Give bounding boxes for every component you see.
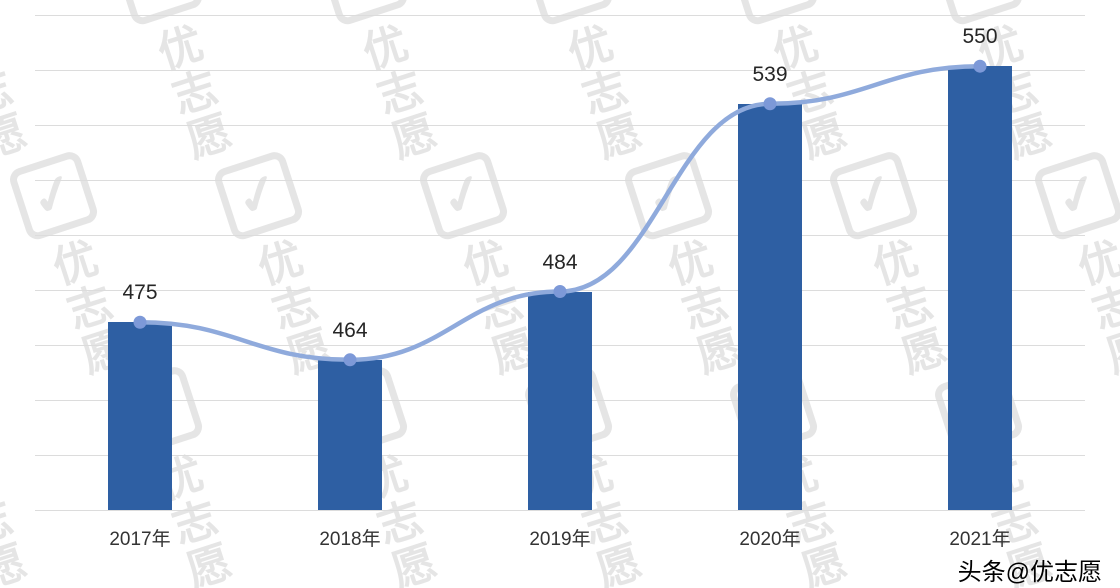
x-axis-label-2021年: 2021年	[949, 529, 1011, 550]
value-label-2019年: 484	[542, 250, 578, 274]
gridline	[35, 125, 1085, 126]
bar-2017年	[108, 322, 172, 510]
x-axis-label-2019年: 2019年	[529, 529, 591, 550]
bar-2021年	[948, 66, 1012, 510]
gridline	[35, 15, 1085, 16]
gridline	[35, 180, 1085, 181]
byline-watermark-text: 头条@优志愿	[957, 559, 1102, 586]
bar-2018年	[318, 359, 382, 510]
x-axis-label-2018年: 2018年	[319, 529, 381, 550]
gridline	[35, 235, 1085, 236]
gridline	[35, 70, 1085, 71]
x-axis-label-2020年: 2020年	[739, 529, 801, 550]
x-axis-label-2017年: 2017年	[109, 529, 171, 550]
value-label-2018年: 464	[332, 318, 368, 342]
value-label-2017年: 475	[122, 281, 158, 305]
bar-2019年	[528, 291, 592, 510]
value-label-2020年: 539	[752, 62, 788, 86]
value-label-2021年: 550	[962, 25, 998, 49]
gridline	[35, 510, 1085, 511]
bar-2020年	[738, 103, 802, 510]
